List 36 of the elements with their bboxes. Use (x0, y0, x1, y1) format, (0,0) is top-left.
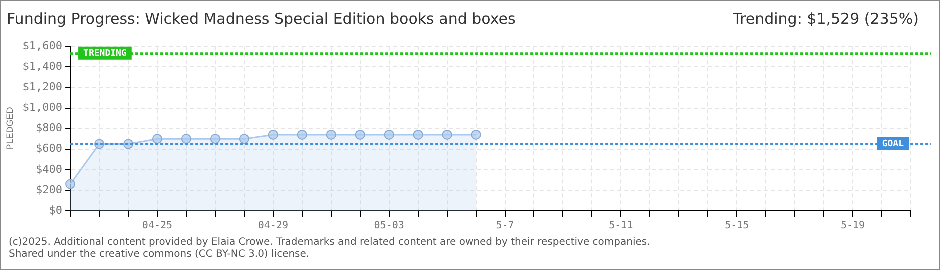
ref-line-label: TRENDING (84, 49, 127, 60)
x-tick-label: 5-19 (840, 220, 866, 232)
x-tick-label: 04-25 (142, 220, 173, 232)
point (442, 130, 452, 140)
x-tick-label: 5-7 (496, 220, 514, 232)
point (297, 130, 308, 140)
y-tick-label: $400 (36, 162, 63, 176)
text: Shared under the creative commons (CC BY-NC 3.0) license. (9, 249, 311, 261)
y-axis-title: PLEDGED (4, 106, 15, 150)
y-tick-label: $1,000 (22, 101, 63, 114)
point (66, 179, 76, 190)
x-tick-label: 5-15 (725, 220, 750, 232)
point (355, 130, 366, 140)
y-tick-label: $1,600 (22, 39, 63, 52)
y-tick-label: $200 (36, 183, 63, 196)
point (384, 130, 394, 140)
y-tick-label: $0 (49, 204, 63, 217)
point (471, 130, 482, 140)
point (326, 130, 336, 140)
x-tick-label: 04-29 (258, 220, 288, 232)
point (268, 130, 278, 140)
text: (c)2025. Additional content provided by Elaia Crowe. Trademarks and related content are owned by their respective companies. (9, 237, 650, 249)
y-tick-label: $1,200 (22, 80, 63, 94)
chart-title: Funding Progress: Wicked Madness Special Edition books and boxes (7, 10, 516, 28)
y-tick-label: $1,400 (22, 60, 63, 74)
point (210, 134, 220, 144)
point (181, 134, 192, 144)
ref-line-label: GOAL (882, 140, 905, 150)
x-tick-label: 5-11 (609, 220, 634, 232)
chart-subtitle: Trending: $1,529 (235%) (733, 10, 919, 28)
point (239, 134, 250, 144)
y-tick-label: $800 (36, 122, 63, 135)
point (413, 130, 424, 140)
x-tick-label: 05-03 (374, 220, 404, 232)
point (152, 134, 162, 144)
y-tick-label: $600 (36, 142, 63, 156)
